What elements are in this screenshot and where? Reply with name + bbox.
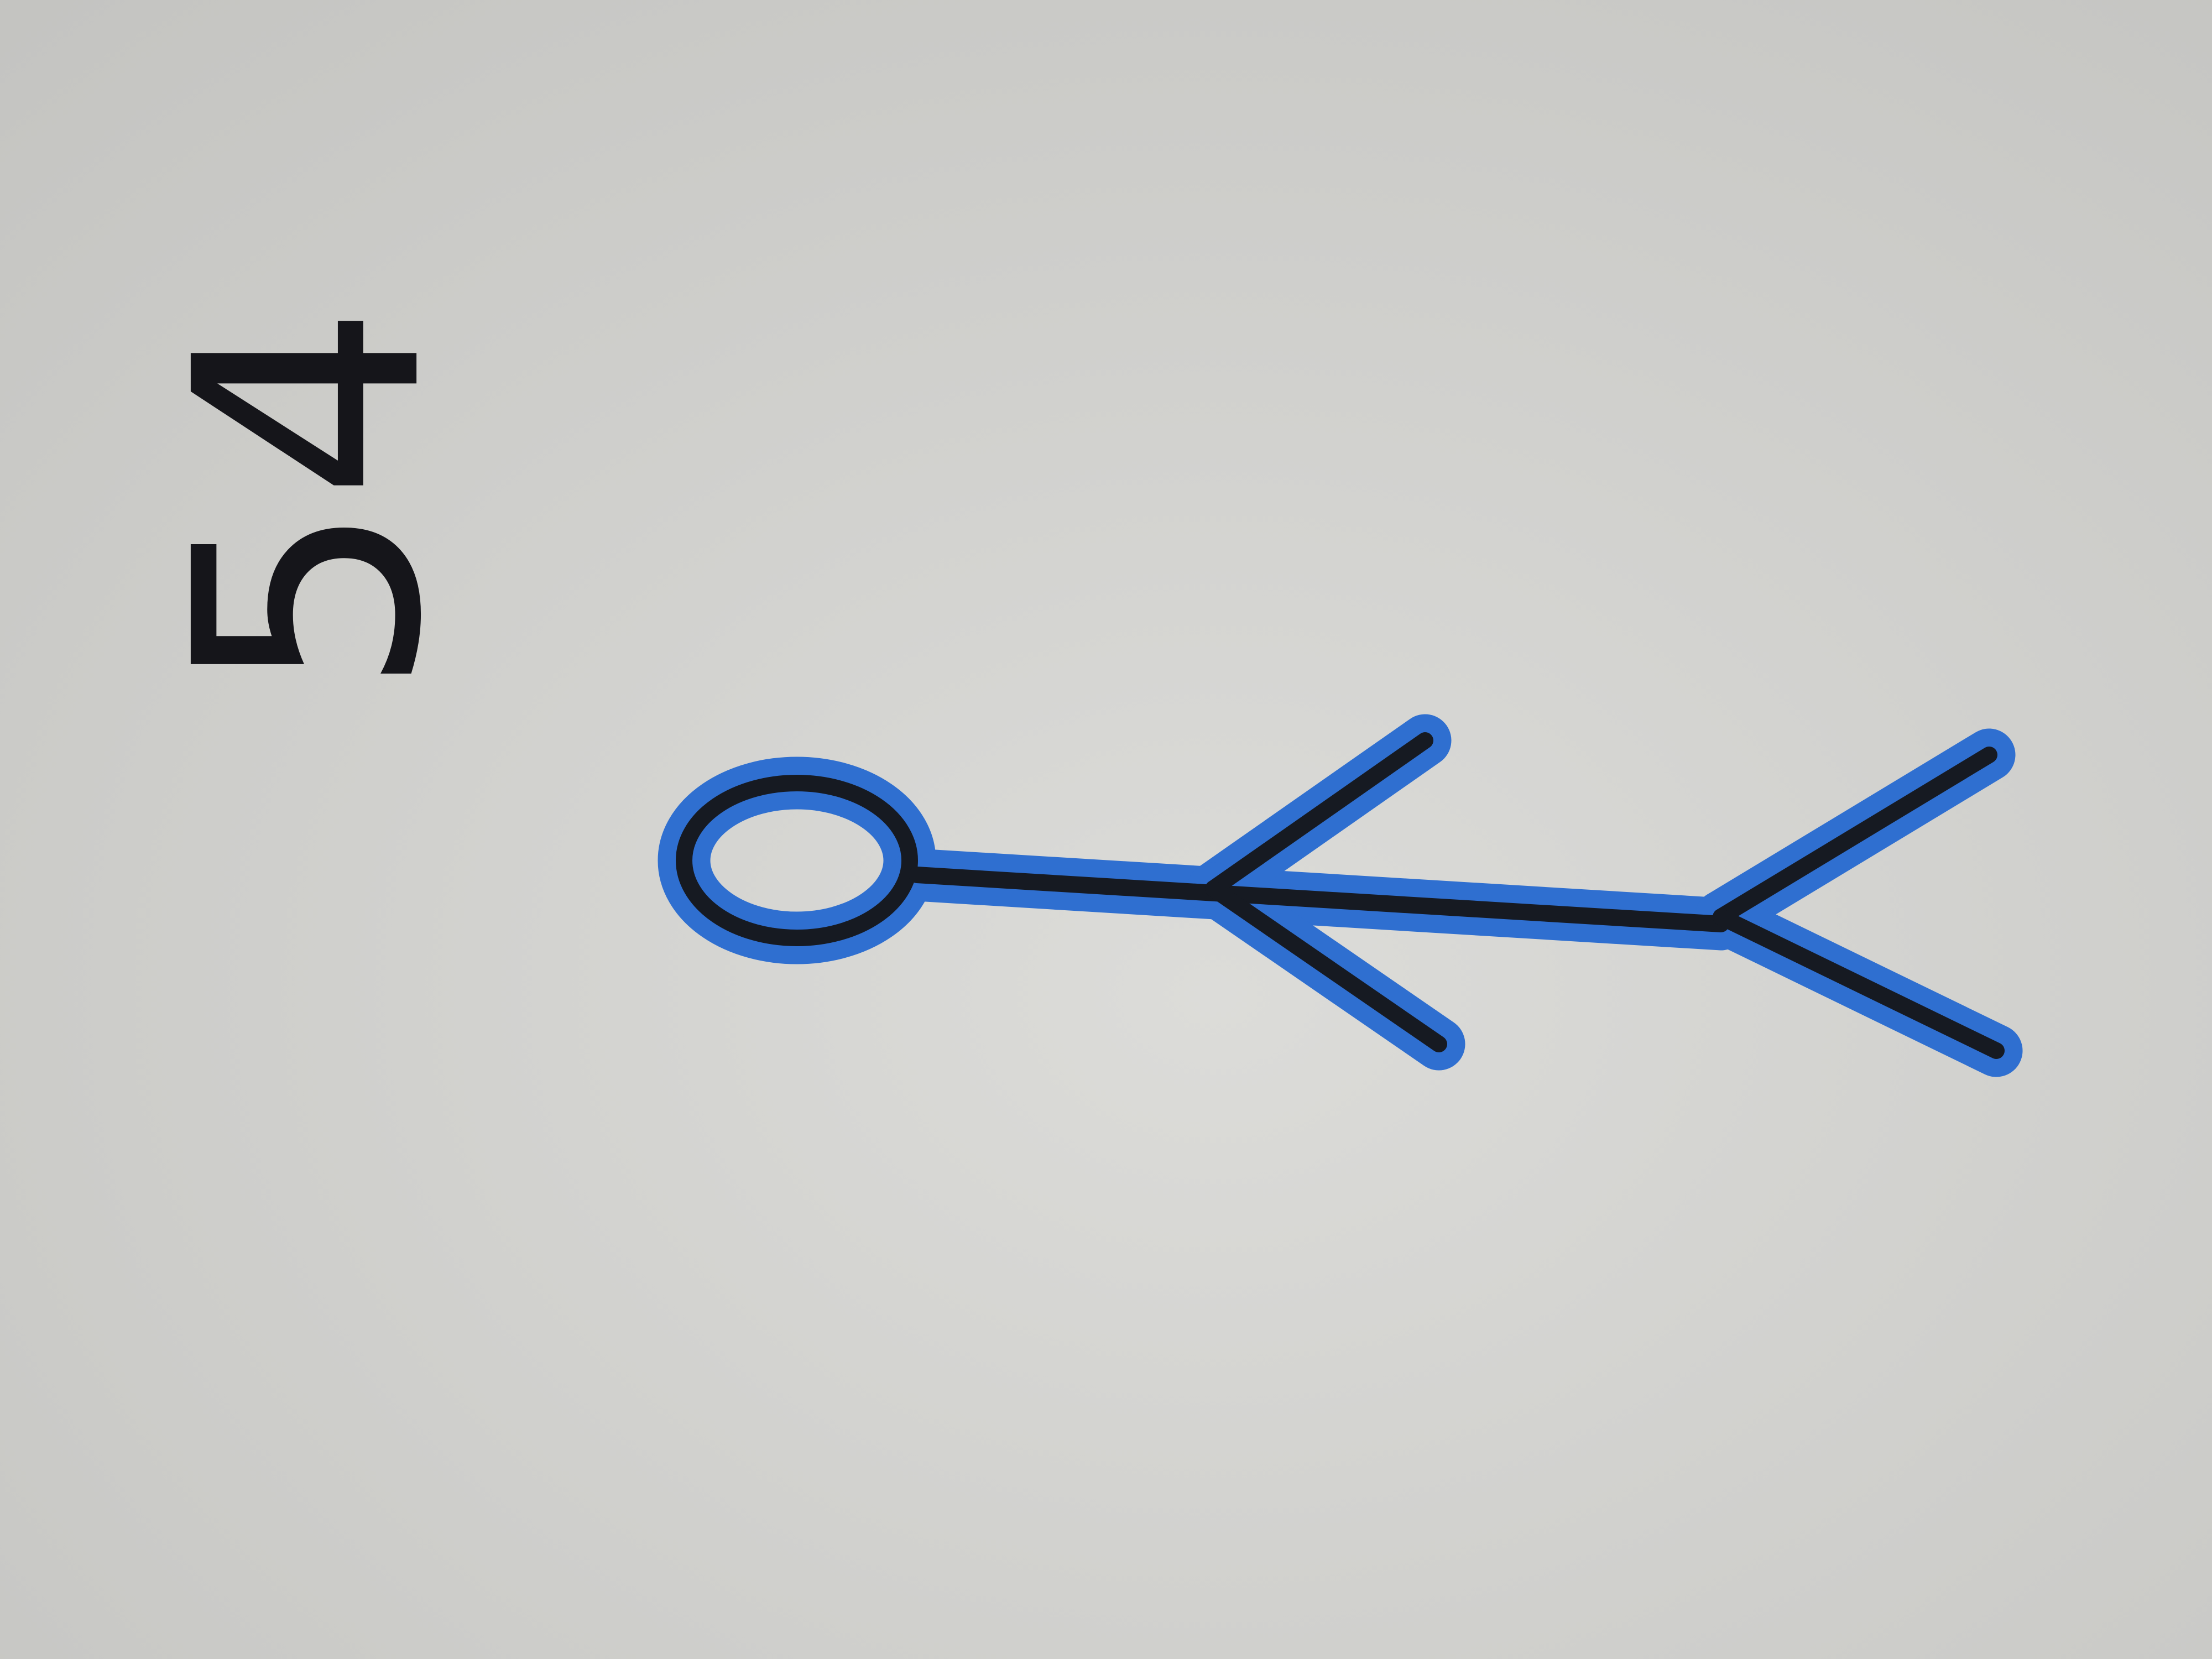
stick-figure <box>658 714 2023 1077</box>
black-ink <box>676 732 2005 1059</box>
handwritten-number: 54 <box>129 304 490 698</box>
